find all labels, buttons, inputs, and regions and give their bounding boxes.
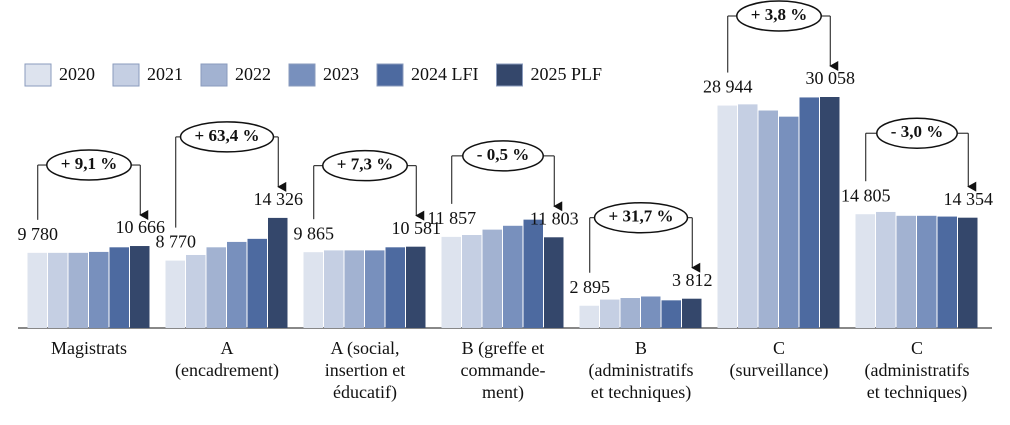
bar xyxy=(523,219,543,328)
legend-swatch xyxy=(200,63,228,87)
value-label: 2 895 xyxy=(570,277,611,297)
bar xyxy=(89,251,109,328)
bar xyxy=(365,250,385,328)
value-label: 9 780 xyxy=(18,224,59,244)
bar xyxy=(641,296,661,328)
bar xyxy=(779,116,799,328)
annotation: - 0,5 % xyxy=(477,145,529,164)
x-tick-label: B (administratifs et techniques) xyxy=(589,338,694,403)
x-tick-label: Magistrats xyxy=(51,338,127,358)
annotation: + 31,7 % xyxy=(609,207,674,226)
annotation: + 63,4 % xyxy=(195,126,260,145)
x-tick-label: C (surveillance) xyxy=(730,338,829,381)
bar xyxy=(937,216,957,328)
bar xyxy=(130,246,150,328)
value-label: 11 803 xyxy=(530,208,579,228)
value-label: 14 354 xyxy=(944,189,994,209)
legend-swatch xyxy=(496,63,523,87)
legend-swatch xyxy=(288,63,316,87)
bar xyxy=(855,214,875,328)
legend-label: 2022 xyxy=(235,64,271,84)
bar xyxy=(579,305,599,328)
bar xyxy=(876,211,896,328)
bar xyxy=(503,225,523,328)
x-tick-label: B (greffe et commande-ment) xyxy=(461,338,546,403)
bar xyxy=(441,236,461,328)
bar xyxy=(206,247,226,328)
bar xyxy=(758,110,778,328)
annotation: + 9,1 % xyxy=(61,154,117,173)
value-label: 30 058 xyxy=(806,68,856,88)
value-label: 14 805 xyxy=(841,185,891,205)
legend-label: 2025 PLF xyxy=(531,64,603,84)
legend-swatch xyxy=(112,63,140,87)
bar xyxy=(406,246,426,328)
bar xyxy=(820,97,840,328)
bar xyxy=(385,247,405,328)
bar xyxy=(48,252,68,328)
bar xyxy=(682,298,702,328)
legend-swatch xyxy=(376,63,404,87)
bar xyxy=(917,215,937,328)
bar xyxy=(186,254,206,328)
bar xyxy=(620,298,640,328)
value-label: 10 581 xyxy=(392,218,442,238)
annotation: + 3,8 % xyxy=(751,5,807,24)
x-tick-label: C (administratifs et techniques) xyxy=(865,338,970,403)
bar xyxy=(247,238,267,328)
value-label: 14 326 xyxy=(254,189,304,209)
value-label: 28 944 xyxy=(703,77,753,97)
x-tick-label: A (encadrement) xyxy=(175,338,279,381)
bar xyxy=(717,105,737,328)
bar xyxy=(303,252,323,328)
bar xyxy=(738,104,758,328)
value-label: 11 857 xyxy=(427,208,476,228)
value-label: 3 812 xyxy=(672,270,713,290)
bar xyxy=(227,241,247,328)
bar xyxy=(661,300,681,328)
bar xyxy=(268,217,288,328)
annotation-bubble xyxy=(593,201,689,234)
annotation-bubble xyxy=(179,121,275,153)
bar xyxy=(109,247,129,328)
annotation-bubble xyxy=(462,140,544,172)
bar xyxy=(799,97,819,328)
x-tick-label: A (social, insertion et éducatif) xyxy=(325,338,405,403)
annotation-bubble xyxy=(736,0,822,32)
legend-label: 2023 xyxy=(323,64,359,84)
bar xyxy=(958,217,978,328)
legend-label: 2020 xyxy=(59,64,95,84)
bar xyxy=(482,229,502,328)
bar xyxy=(896,215,916,328)
value-label: 9 865 xyxy=(294,223,335,243)
value-label: 8 770 xyxy=(156,232,197,252)
bar xyxy=(68,252,88,328)
bar xyxy=(324,250,344,328)
bar xyxy=(600,299,620,328)
bar xyxy=(165,260,185,328)
annotation-bubble xyxy=(46,149,132,181)
bar xyxy=(344,250,364,328)
legend-label: 2021 xyxy=(147,64,183,84)
annotation-bubble xyxy=(322,149,408,182)
value-label: 10 666 xyxy=(116,217,166,237)
annotation-bubble xyxy=(876,117,958,149)
legend-label: 2024 LFI xyxy=(411,64,479,84)
bar xyxy=(462,235,482,328)
annotation: - 3,0 % xyxy=(891,122,943,141)
annotation: + 7,3 % xyxy=(337,155,393,174)
legend-swatch xyxy=(24,63,52,87)
bar xyxy=(544,237,564,328)
bar xyxy=(27,252,47,328)
